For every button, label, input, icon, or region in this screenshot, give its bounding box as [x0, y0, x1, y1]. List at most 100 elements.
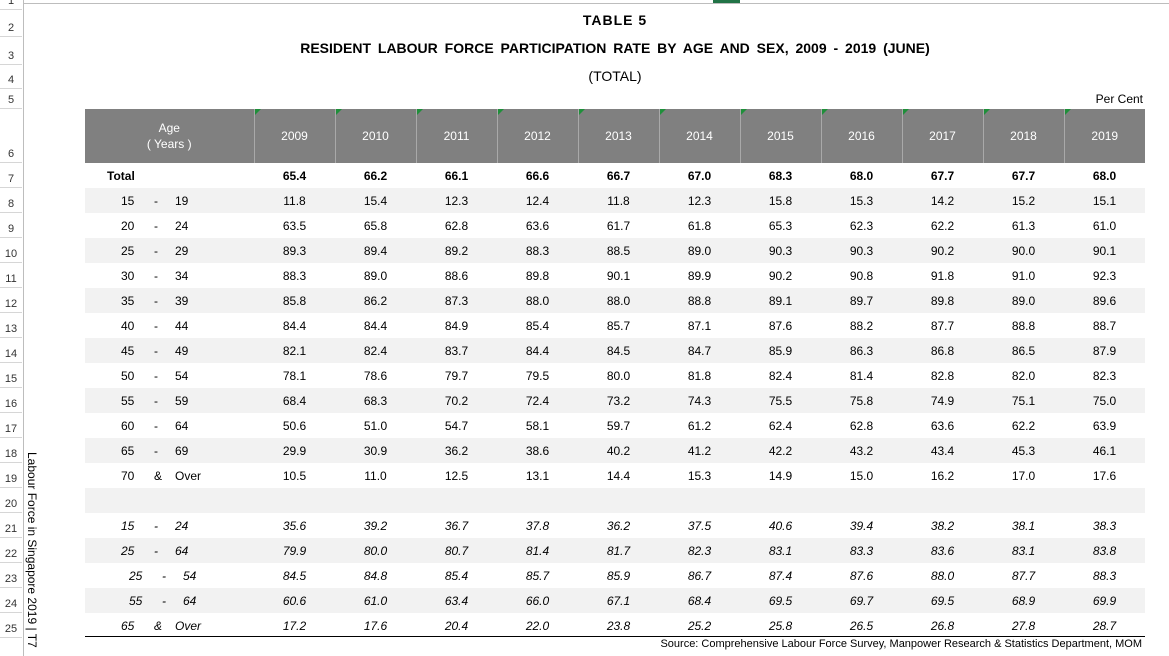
- age-group-cell[interactable]: 20 - 24: [85, 213, 254, 238]
- rate-cell[interactable]: 37.8: [525, 518, 550, 533]
- rate-cell[interactable]: 89.4: [335, 238, 416, 263]
- rate-cell[interactable]: 87.9: [1064, 338, 1145, 363]
- age-group-cell[interactable]: 45 - 49: [85, 338, 254, 363]
- row-number[interactable]: 14: [0, 338, 22, 363]
- rate-cell[interactable]: 79.5: [525, 368, 550, 383]
- rate-cell[interactable]: [578, 488, 659, 513]
- rate-cell[interactable]: 90.8: [849, 268, 874, 283]
- rate-cell[interactable]: 84.4: [363, 318, 388, 333]
- rate-cell[interactable]: 68.3: [768, 168, 793, 183]
- rate-cell[interactable]: [821, 488, 902, 513]
- rate-cell[interactable]: 88.0: [497, 288, 578, 313]
- rate-cell[interactable]: 20.4: [444, 618, 469, 633]
- rate-cell[interactable]: 42.2: [740, 438, 821, 463]
- rate-cell[interactable]: 84.5: [282, 568, 307, 583]
- age-group-cell[interactable]: [85, 488, 254, 513]
- rate-cell[interactable]: 91.0: [1011, 268, 1036, 283]
- row-number[interactable]: 7: [0, 163, 22, 188]
- row-number[interactable]: 23: [0, 563, 22, 588]
- rate-cell[interactable]: 90.0: [983, 238, 1064, 263]
- rate-cell[interactable]: 88.8: [1011, 318, 1036, 333]
- rate-cell[interactable]: 17.0: [1011, 468, 1036, 483]
- rate-cell[interactable]: 68.0: [1092, 168, 1117, 183]
- rate-cell[interactable]: 90.2: [768, 268, 793, 283]
- rate-cell[interactable]: 11.0: [364, 468, 387, 483]
- row-number[interactable]: 1: [0, 0, 22, 10]
- rate-cell[interactable]: 89.0: [983, 288, 1064, 313]
- rate-cell[interactable]: 75.0: [1064, 388, 1145, 413]
- rate-cell[interactable]: 90.1: [1064, 238, 1145, 263]
- rate-cell[interactable]: 62.4: [768, 418, 793, 433]
- rate-cell[interactable]: 38.1: [1011, 518, 1036, 533]
- rate-cell[interactable]: 83.1: [740, 538, 821, 563]
- rate-cell[interactable]: 62.8: [444, 218, 469, 233]
- row-number[interactable]: 18: [0, 438, 22, 463]
- rate-cell[interactable]: 58.1: [525, 418, 550, 433]
- rate-cell[interactable]: 25.2: [687, 618, 712, 633]
- rate-cell[interactable]: 12.3: [659, 188, 740, 213]
- rate-cell[interactable]: 81.8: [687, 368, 712, 383]
- rate-cell[interactable]: 14.2: [902, 188, 983, 213]
- rate-cell[interactable]: 15.4: [335, 188, 416, 213]
- rate-cell[interactable]: 36.2: [606, 518, 631, 533]
- rate-cell[interactable]: [983, 488, 1064, 513]
- rate-cell[interactable]: 68.9: [983, 588, 1064, 613]
- rate-cell[interactable]: 88.3: [1092, 568, 1117, 583]
- rate-cell[interactable]: 17.6: [363, 618, 388, 633]
- age-group-cell[interactable]: 65 - 69: [85, 438, 254, 463]
- rate-cell[interactable]: 39.4: [849, 518, 874, 533]
- age-group-cell[interactable]: 35 - 39: [85, 288, 254, 313]
- age-group-cell[interactable]: 30 - 34: [85, 263, 254, 288]
- age-group-cell[interactable]: 50 - 54: [85, 363, 254, 388]
- rate-cell[interactable]: 62.8: [849, 418, 874, 433]
- rate-cell[interactable]: 43.4: [902, 438, 983, 463]
- rate-cell[interactable]: 23.8: [606, 618, 631, 633]
- rate-cell[interactable]: 36.2: [416, 438, 497, 463]
- row-number[interactable]: 16: [0, 388, 22, 413]
- rate-cell[interactable]: 68.3: [335, 388, 416, 413]
- rate-cell[interactable]: 68.4: [254, 388, 335, 413]
- rate-cell[interactable]: 51.0: [363, 418, 388, 433]
- rate-cell[interactable]: 40.6: [768, 518, 793, 533]
- rate-cell[interactable]: 38.3: [1092, 518, 1117, 533]
- rate-cell[interactable]: 84.5: [578, 338, 659, 363]
- rate-cell[interactable]: 83.3: [821, 538, 902, 563]
- rate-cell[interactable]: 15.2: [983, 188, 1064, 213]
- rate-cell[interactable]: 14.4: [606, 468, 631, 483]
- rate-cell[interactable]: 67.7: [1011, 168, 1036, 183]
- rate-cell[interactable]: 82.0: [1011, 368, 1036, 383]
- rate-cell[interactable]: 83.6: [902, 538, 983, 563]
- rate-cell[interactable]: 36.7: [444, 518, 469, 533]
- rate-cell[interactable]: 84.7: [659, 338, 740, 363]
- rate-cell[interactable]: 89.6: [1064, 288, 1145, 313]
- age-group-cell[interactable]: 25 - 54: [85, 563, 254, 588]
- rate-cell[interactable]: 87.7: [1011, 568, 1036, 583]
- rate-cell[interactable]: 10.5: [282, 468, 307, 483]
- rate-cell[interactable]: 12.4: [497, 188, 578, 213]
- rate-cell[interactable]: [659, 488, 740, 513]
- rate-cell[interactable]: 38.2: [930, 518, 955, 533]
- rate-cell[interactable]: 82.8: [930, 368, 955, 383]
- row-number[interactable]: 2: [0, 9, 22, 37]
- row-number[interactable]: 19: [0, 463, 22, 488]
- rate-cell[interactable]: 82.3: [659, 538, 740, 563]
- rate-cell[interactable]: 63.9: [1092, 418, 1117, 433]
- rate-cell[interactable]: [416, 488, 497, 513]
- row-number[interactable]: 25: [0, 613, 22, 638]
- rate-cell[interactable]: 89.9: [687, 268, 712, 283]
- rate-cell[interactable]: 61.7: [606, 218, 631, 233]
- rate-cell[interactable]: 89.3: [254, 238, 335, 263]
- year-header-cell[interactable]: 2013: [577, 109, 659, 163]
- rate-cell[interactable]: 75.5: [740, 388, 821, 413]
- rate-cell[interactable]: 62.3: [849, 218, 874, 233]
- row-number[interactable]: 22: [0, 538, 22, 563]
- rate-cell[interactable]: 89.0: [659, 238, 740, 263]
- rate-cell[interactable]: 75.8: [821, 388, 902, 413]
- rate-cell[interactable]: 62.2: [1011, 418, 1036, 433]
- row-number[interactable]: 24: [0, 588, 22, 613]
- rate-cell[interactable]: 87.4: [768, 568, 793, 583]
- rate-cell[interactable]: 41.2: [659, 438, 740, 463]
- rate-cell[interactable]: 84.9: [444, 318, 469, 333]
- row-number[interactable]: 13: [0, 313, 22, 338]
- row-number[interactable]: 9: [0, 213, 22, 238]
